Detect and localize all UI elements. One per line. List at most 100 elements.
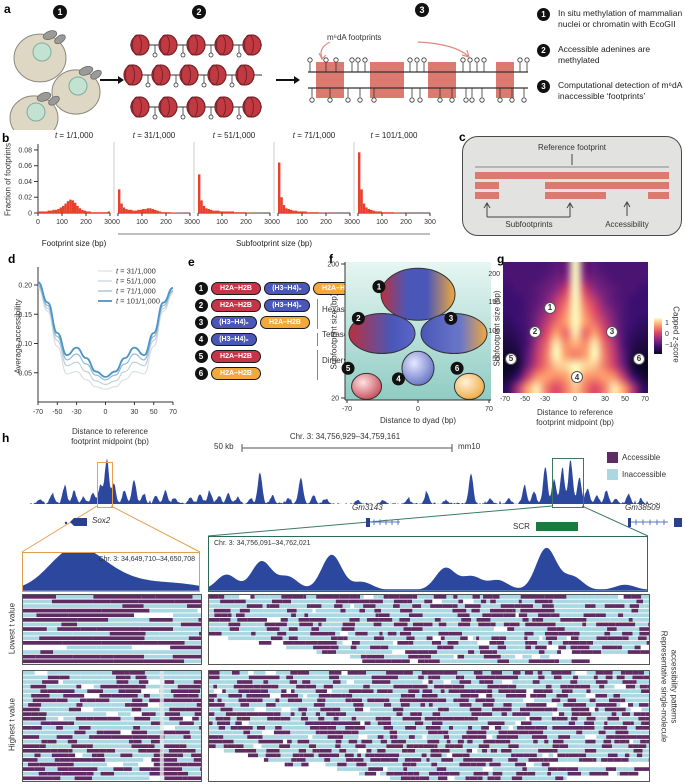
histone-pill: H2A–H2B <box>211 282 261 295</box>
histogram-bar <box>144 209 147 213</box>
svg-text:t = 71/1,000: t = 71/1,000 <box>116 287 156 296</box>
number-badge-4: 4 <box>194 333 208 346</box>
cell-illustration <box>51 66 102 115</box>
svg-text:t = 51/1,000: t = 51/1,000 <box>116 277 156 286</box>
nucleosome-array <box>130 34 262 58</box>
histogram-bar <box>120 203 123 213</box>
histogram-bar <box>74 202 77 213</box>
particle-ellipse-4 <box>401 350 435 386</box>
svg-text:t = 71/1,000: t = 71/1,000 <box>293 131 336 140</box>
footprint-rect <box>428 62 456 98</box>
highlight-box-left <box>97 462 113 508</box>
svg-text:0: 0 <box>196 219 200 226</box>
histogram-bar <box>62 205 65 213</box>
flow-arrow-icon <box>100 76 124 84</box>
histogram-bar <box>161 212 164 213</box>
svg-text:Footprint size (bp): Footprint size (bp) <box>42 239 107 248</box>
panel-d-chart: 0.05 0.10 0.15 0.20 -70 -50 -30 0 30 50 70 t = 31/1… <box>18 267 177 417</box>
histogram-bar <box>306 212 310 213</box>
accessibility-curve <box>37 287 174 390</box>
histogram-bar <box>367 209 370 213</box>
histogram-bar <box>389 212 392 213</box>
histogram-bar <box>78 208 82 213</box>
region-label: Chr. 3: 34,756,929–34,759,161 <box>289 432 401 441</box>
number-badge-4: 4 <box>391 372 405 386</box>
svg-text:0.05: 0.05 <box>18 370 32 377</box>
histogram-bar <box>285 208 288 213</box>
subfootprint-bar <box>545 192 606 199</box>
svg-text:200: 200 <box>160 219 172 226</box>
histogram-bar <box>294 210 298 213</box>
histogram-bar <box>88 211 91 213</box>
svg-text:4: 4 <box>396 375 401 384</box>
legend-item-text: In situ methylation of mammalian nuclei o… <box>558 8 683 30</box>
particle-ellipse-2 <box>348 313 416 355</box>
histogram-bar <box>290 209 293 213</box>
histogram-bar <box>95 212 98 213</box>
histogram-bar <box>287 209 290 213</box>
histogram-bar <box>100 212 103 213</box>
panel-label-f: f <box>329 252 333 266</box>
number-badge-6: 6 <box>194 367 208 380</box>
panel-label-d: d <box>8 252 16 266</box>
panel-g-xlabel-line2: footprint midpoint (bp) <box>536 418 614 427</box>
number-badge-5: 5 <box>341 361 355 375</box>
panel-g-heatmap <box>503 262 648 393</box>
subfootprints-label: Subfootprints <box>505 220 553 229</box>
histogram-bar <box>127 209 130 213</box>
histogram-bar <box>137 209 140 213</box>
m6da-footprints-label: m⁶dA footprints <box>327 33 382 42</box>
histogram-bar <box>234 212 237 213</box>
panel-d-xlabel-line2: footprint midpoint (bp) <box>71 437 149 446</box>
svg-text:t = 31/1,000: t = 31/1,000 <box>133 131 176 140</box>
svg-text:300: 300 <box>344 219 356 226</box>
group-bracket <box>317 333 318 346</box>
histogram-bar <box>93 212 96 213</box>
reference-footprint-label: Reference footprint <box>537 143 607 152</box>
svg-text:200: 200 <box>320 219 332 226</box>
histogram-bar <box>214 210 218 213</box>
histogram-bar <box>302 211 305 213</box>
histone-pill: (H3–H4)₂ <box>264 282 310 295</box>
panel-a-legend: 1 In situ methylation of mammalian nuclei … <box>537 8 685 116</box>
single-molecule-block-highest-right <box>208 670 650 782</box>
histogram-bar <box>118 189 121 213</box>
histogram-bar <box>139 209 142 213</box>
number-badge-2: 2 <box>194 299 208 312</box>
svg-text:100: 100 <box>56 219 68 226</box>
svg-text:0: 0 <box>116 219 120 226</box>
g-xtick: -50 <box>519 396 531 403</box>
panel-f-xlabel: Distance to dyad (bp) <box>379 416 457 425</box>
histogram-bar <box>42 211 46 213</box>
histogram-bar <box>59 207 62 213</box>
svg-text:2: 2 <box>356 314 361 323</box>
svg-text:0.08: 0.08 <box>18 147 32 154</box>
histogram-bar <box>83 210 86 213</box>
svg-text:300: 300 <box>184 219 196 226</box>
highlight-box-right <box>552 458 584 508</box>
histogram-bar <box>217 210 220 213</box>
number-badge-2: 2 <box>351 311 365 325</box>
panel-d-ylabel: Average accessibility <box>13 299 23 374</box>
g-xtick: -70 <box>499 396 511 403</box>
svg-text:2: 2 <box>196 7 201 17</box>
svg-text:0.06: 0.06 <box>18 163 32 170</box>
footprint-rect <box>370 62 404 98</box>
subfootprint-bar <box>545 182 669 189</box>
histogram-bar <box>282 205 286 213</box>
panel-b-chart: 0 0.02 0.04 0.06 0.08 0 100 200 300 t = 1/1,000 0 1… <box>18 131 436 248</box>
gene-label-sox2: Sox2 <box>92 516 111 525</box>
histogram-bar <box>374 211 378 213</box>
panel-g-ylabel: Subfootprint size (bp) <box>492 290 502 367</box>
panel-g-xlabel-line1: Distance to reference <box>536 408 614 417</box>
histogram-bar <box>360 189 363 213</box>
histogram-bar <box>278 162 281 213</box>
histogram-bar <box>370 209 373 213</box>
histogram-bar <box>386 212 390 213</box>
zoom-right-region-label: Chr. 3: 34,756,091–34,762,021 <box>214 540 311 547</box>
panel-d-xlabel-line1: Distance to reference <box>71 427 149 436</box>
histogram-bar <box>57 209 60 213</box>
panel-label-a: a <box>4 2 11 16</box>
histogram-bar <box>297 211 300 213</box>
g-xtick: -30 <box>539 396 551 403</box>
